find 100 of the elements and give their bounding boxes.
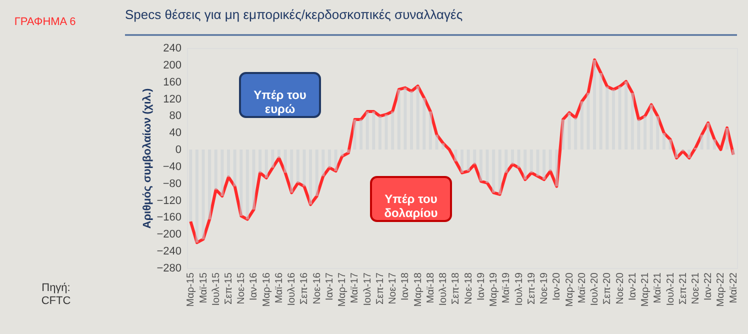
x-tick-label: Ιουλ-15 — [210, 272, 222, 306]
x-tick-label: Ιουλ-18 — [438, 272, 450, 306]
x-tick-label: Σεπ-19 — [526, 272, 538, 304]
bar — [479, 150, 482, 182]
bar — [454, 150, 458, 162]
bar — [397, 89, 400, 150]
x-tick-label: Μαϊ-18 — [425, 272, 436, 304]
bar — [264, 150, 268, 178]
x-tick-label: Μαρ-19 — [488, 272, 500, 307]
x-tick-label: Νοε-18 — [463, 272, 474, 304]
x-tick-label: Νοε-19 — [539, 272, 550, 304]
bar — [346, 150, 350, 153]
bar — [442, 143, 445, 150]
x-tick-label: Ιουλ-21 — [665, 272, 676, 306]
bar — [712, 139, 716, 150]
bar — [334, 150, 338, 172]
x-tick-label: Μαρ-22 — [716, 272, 727, 307]
bar — [675, 150, 678, 158]
x-tick-label: Μαϊ-21 — [652, 272, 664, 304]
x-tick-label: Ιουλ-20 — [590, 272, 601, 306]
bar — [271, 150, 274, 168]
bar — [726, 128, 729, 150]
text: Πηγή: CFTC — [41, 282, 71, 307]
bar — [524, 150, 527, 180]
bar — [208, 150, 212, 220]
x-tick-label: Σεπ-18 — [450, 272, 462, 304]
x-tick-label: Νοε-16 — [312, 272, 323, 304]
x-tick-label: Ιαν-20 — [552, 272, 563, 301]
bar — [688, 150, 691, 158]
bar — [561, 120, 564, 150]
bar — [593, 60, 596, 150]
x-tick-label: Μαϊ-17 — [350, 272, 361, 304]
bar — [460, 150, 464, 173]
x-tick-label: Μαρ-16 — [261, 272, 272, 307]
y-tick-label: −280 — [156, 262, 182, 274]
text: ΓΡΑΦΗΜΑ 6 — [14, 16, 76, 28]
bar — [284, 150, 287, 173]
annotation: Υπέρ του ευρώ — [254, 88, 306, 116]
y-tick-label: 0 — [175, 144, 182, 156]
bar — [240, 150, 243, 216]
y-tick-label: −40 — [162, 160, 182, 173]
bar — [322, 150, 325, 176]
bar — [340, 150, 344, 156]
bar — [656, 116, 660, 150]
x-tick-label: Μαρ-15 — [186, 272, 197, 307]
x-tick-label: Νοε-21 — [690, 272, 702, 304]
y-tick-label: −120 — [156, 194, 182, 207]
bar — [220, 150, 224, 196]
x-tick-label: Σεπ-20 — [602, 272, 614, 304]
y-tick-label: 40 — [169, 127, 182, 140]
y-tick-label: −200 — [156, 228, 182, 241]
bar — [233, 150, 236, 186]
bar — [435, 134, 438, 150]
x-tick-label: Μαρ-21 — [640, 272, 652, 307]
y-tick-label: 120 — [163, 93, 182, 106]
annotation: Υπέρ του δολαρίου — [384, 192, 438, 220]
x-tick-label: Ιαν-19 — [476, 272, 487, 301]
bar — [428, 111, 432, 150]
bar — [732, 150, 735, 155]
x-tick-label: Ιουλ-19 — [514, 272, 525, 306]
x-tick-label: Ιουλ-17 — [362, 272, 374, 306]
bar — [466, 150, 470, 172]
bar — [555, 150, 558, 186]
y-tick-label: −160 — [156, 212, 182, 224]
x-tick-label: Μαϊ-19 — [501, 272, 512, 304]
y-axis-title: Αριθμός συμβολαίων (χιλ.) — [142, 88, 154, 229]
x-tick-label: Μαϊ-22 — [728, 272, 740, 304]
x-tick-label: Μαρ-17 — [337, 272, 348, 307]
x-tick-label: Νοε-20 — [614, 272, 626, 304]
x-tick-label: Ιαν-17 — [324, 272, 336, 301]
bar — [630, 92, 634, 150]
x-tick-label: Νοε-15 — [236, 272, 248, 304]
y-tick-label: −80 — [162, 178, 182, 190]
x-tick-label: Σεπ-21 — [678, 272, 689, 304]
bar — [277, 150, 280, 158]
x-tick-label: Ιαν-16 — [248, 272, 260, 301]
x-tick-label: Ιουλ-16 — [286, 272, 298, 306]
y-tick-label: 200 — [163, 59, 182, 72]
x-tick-label: Μαϊ-15 — [198, 272, 210, 304]
bar — [542, 150, 546, 180]
bar — [517, 150, 520, 168]
bar — [309, 150, 312, 205]
x-tick-label: Ιαν-18 — [400, 272, 412, 301]
bar — [315, 150, 318, 196]
x-tick-label: Μαϊ-16 — [274, 272, 285, 304]
bar — [706, 122, 710, 150]
bar — [580, 101, 584, 150]
bar — [353, 120, 356, 150]
x-tick-label: Νοε-17 — [388, 272, 399, 304]
x-tick-label: Μαϊ-20 — [576, 272, 588, 304]
y-tick-label: 80 — [169, 110, 182, 122]
bar — [662, 133, 666, 150]
y-tick-label: 240 — [163, 42, 182, 54]
bar — [700, 134, 704, 150]
x-tick-label: Ιαν-21 — [627, 272, 638, 301]
x-tick-label: Ιαν-22 — [703, 272, 714, 301]
x-tick-label: Σεπ-17 — [374, 272, 386, 304]
y-tick-label: −240 — [156, 246, 182, 258]
x-tick-label: Σεπ-16 — [299, 272, 310, 304]
bar — [668, 139, 672, 150]
